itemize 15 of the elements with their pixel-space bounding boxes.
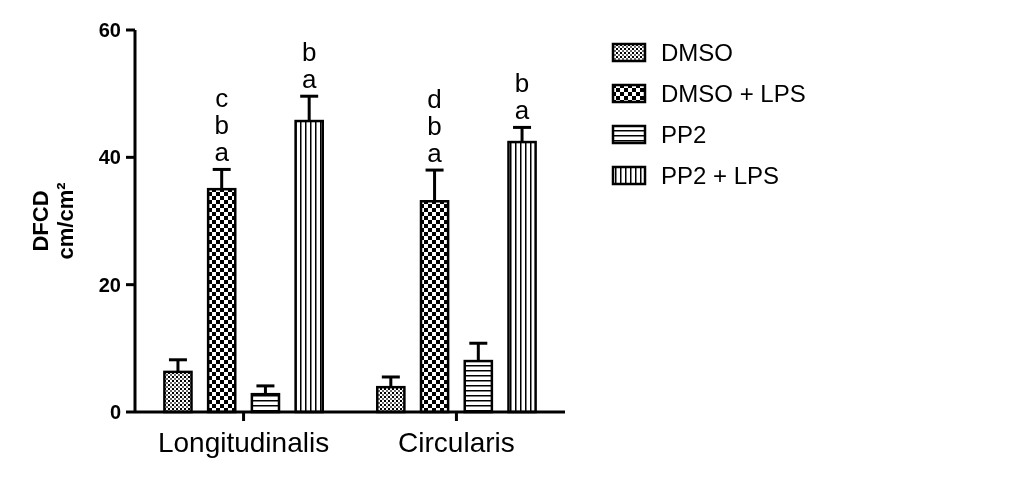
y-tick-label: 60 <box>98 19 121 41</box>
annotation: d b a <box>427 84 443 169</box>
y-axis-title: DFCD cm/cm² <box>28 182 79 260</box>
y-tick-label: 0 <box>109 401 121 423</box>
legend-label: DMSO + LPS <box>661 80 806 108</box>
y-tick-label: 40 <box>98 146 121 169</box>
annotation: b a <box>514 68 530 126</box>
x-tick-label: Circularis <box>398 427 515 458</box>
legend-label: DMSO <box>661 39 733 67</box>
legend-label: PP2 + LPS <box>661 162 780 190</box>
annotation: b a <box>301 37 317 95</box>
y-tick-label: 20 <box>98 273 121 296</box>
legend-label: PP2 <box>661 121 707 149</box>
annotation: c b a <box>214 83 230 168</box>
x-tick-label: Longitudinalis <box>157 427 330 458</box>
